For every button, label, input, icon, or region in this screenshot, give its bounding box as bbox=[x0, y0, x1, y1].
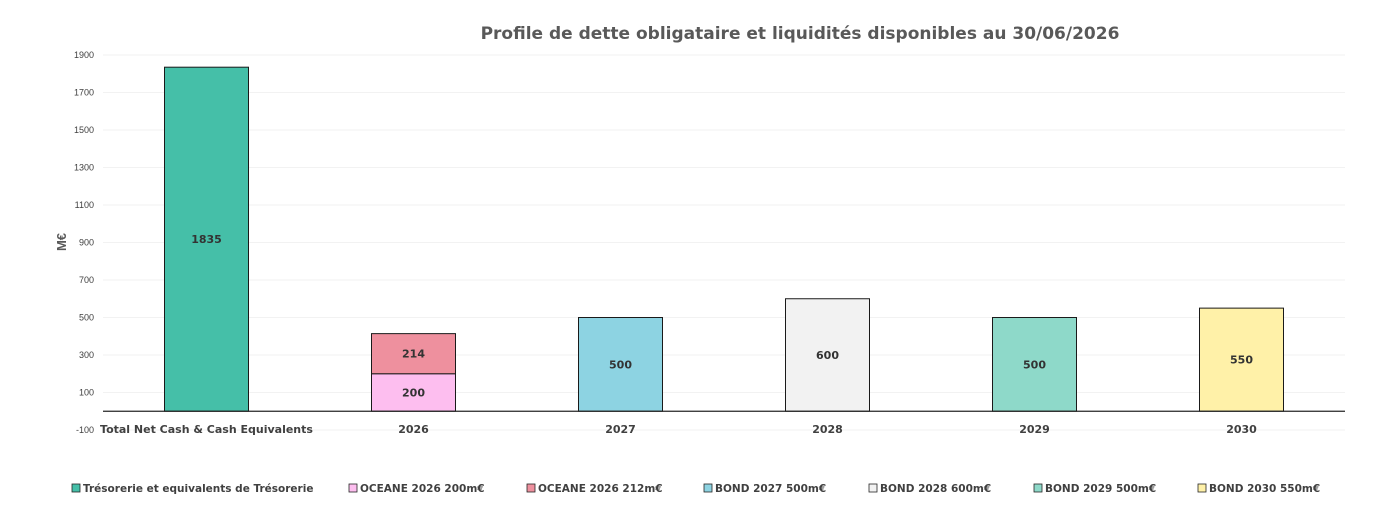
legend-item: BOND 2030 550m€ bbox=[1197, 483, 1320, 495]
x-tick-label: 2028 bbox=[812, 423, 843, 436]
data-label: 600 bbox=[816, 349, 839, 362]
x-tick-label: 2026 bbox=[398, 423, 429, 436]
y-tick-label: 100 bbox=[79, 388, 94, 398]
legend: Trésorerie et equivalents de Trésorerie O… bbox=[71, 483, 1320, 495]
y-tick-label: 1100 bbox=[75, 200, 94, 210]
y-tick-label: 500 bbox=[79, 313, 94, 323]
chart-title: Profile de dette obligataire et liquidit… bbox=[481, 24, 1120, 44]
y-tick-label: 1500 bbox=[74, 125, 94, 135]
bar bbox=[164, 66, 249, 412]
legend-item: BOND 2029 500m€ bbox=[1033, 483, 1156, 495]
bar bbox=[371, 333, 456, 375]
bar bbox=[992, 317, 1077, 412]
legend-item: OCEANE 2026 200m€ bbox=[348, 483, 485, 495]
legend-label: Trésorerie et equivalents de Trésorerie bbox=[83, 483, 313, 495]
data-label: 214 bbox=[402, 348, 425, 361]
legend-item: BOND 2028 600m€ bbox=[868, 483, 991, 495]
legend-swatch bbox=[71, 483, 81, 493]
y-tick-label: 700 bbox=[79, 275, 94, 285]
y-axis-ticks: -100 100 300 500 700 900 1100 1300 1500 1700 1900 bbox=[74, 50, 94, 435]
bar bbox=[785, 298, 870, 412]
legend-swatch bbox=[526, 483, 536, 493]
x-axis-ticks: Total Net Cash & Cash Equivalents 2026 202… bbox=[100, 423, 1257, 436]
bar bbox=[371, 373, 456, 412]
data-label: 500 bbox=[609, 358, 632, 371]
legend-swatch bbox=[1197, 483, 1207, 493]
data-label: 550 bbox=[1230, 354, 1253, 367]
legend-swatch bbox=[348, 483, 358, 493]
data-label: 200 bbox=[402, 387, 425, 400]
bar bbox=[578, 317, 663, 412]
bar bbox=[1199, 307, 1284, 412]
y-axis-label: M€ bbox=[54, 233, 69, 251]
x-tick-label: 2030 bbox=[1226, 423, 1257, 436]
legend-swatch bbox=[868, 483, 878, 493]
x-tick-label: Total Net Cash & Cash Equivalents bbox=[100, 423, 313, 436]
legend-swatch bbox=[1033, 483, 1043, 493]
legend-item: BOND 2027 500m€ bbox=[703, 483, 826, 495]
legend-swatch bbox=[703, 483, 713, 493]
legend-label: BOND 2029 500m€ bbox=[1045, 483, 1156, 495]
legend-label: BOND 2030 550m€ bbox=[1209, 483, 1320, 495]
legend-label: OCEANE 2026 212m€ bbox=[538, 483, 663, 495]
legend-label: OCEANE 2026 200m€ bbox=[360, 483, 485, 495]
legend-item: OCEANE 2026 212m€ bbox=[526, 483, 663, 495]
grid-lines bbox=[103, 54, 1345, 431]
x-tick-label: 2029 bbox=[1019, 423, 1050, 436]
y-tick-label: 1700 bbox=[74, 88, 94, 98]
legend-item: Trésorerie et equivalents de Trésorerie bbox=[71, 483, 313, 495]
data-label: 500 bbox=[1023, 358, 1046, 371]
y-tick-label: -100 bbox=[76, 425, 94, 435]
bars: 1835 200 214 500 600 500 550 bbox=[164, 66, 1284, 412]
y-tick-label: 1300 bbox=[74, 163, 94, 173]
legend-label: BOND 2027 500m€ bbox=[715, 483, 826, 495]
y-tick-label: 1900 bbox=[74, 50, 94, 60]
x-tick-label: 2027 bbox=[605, 423, 636, 436]
y-tick-label: 900 bbox=[79, 238, 94, 248]
legend-label: BOND 2028 600m€ bbox=[880, 483, 991, 495]
y-tick-label: 300 bbox=[79, 350, 94, 360]
data-label: 1835 bbox=[191, 233, 222, 246]
